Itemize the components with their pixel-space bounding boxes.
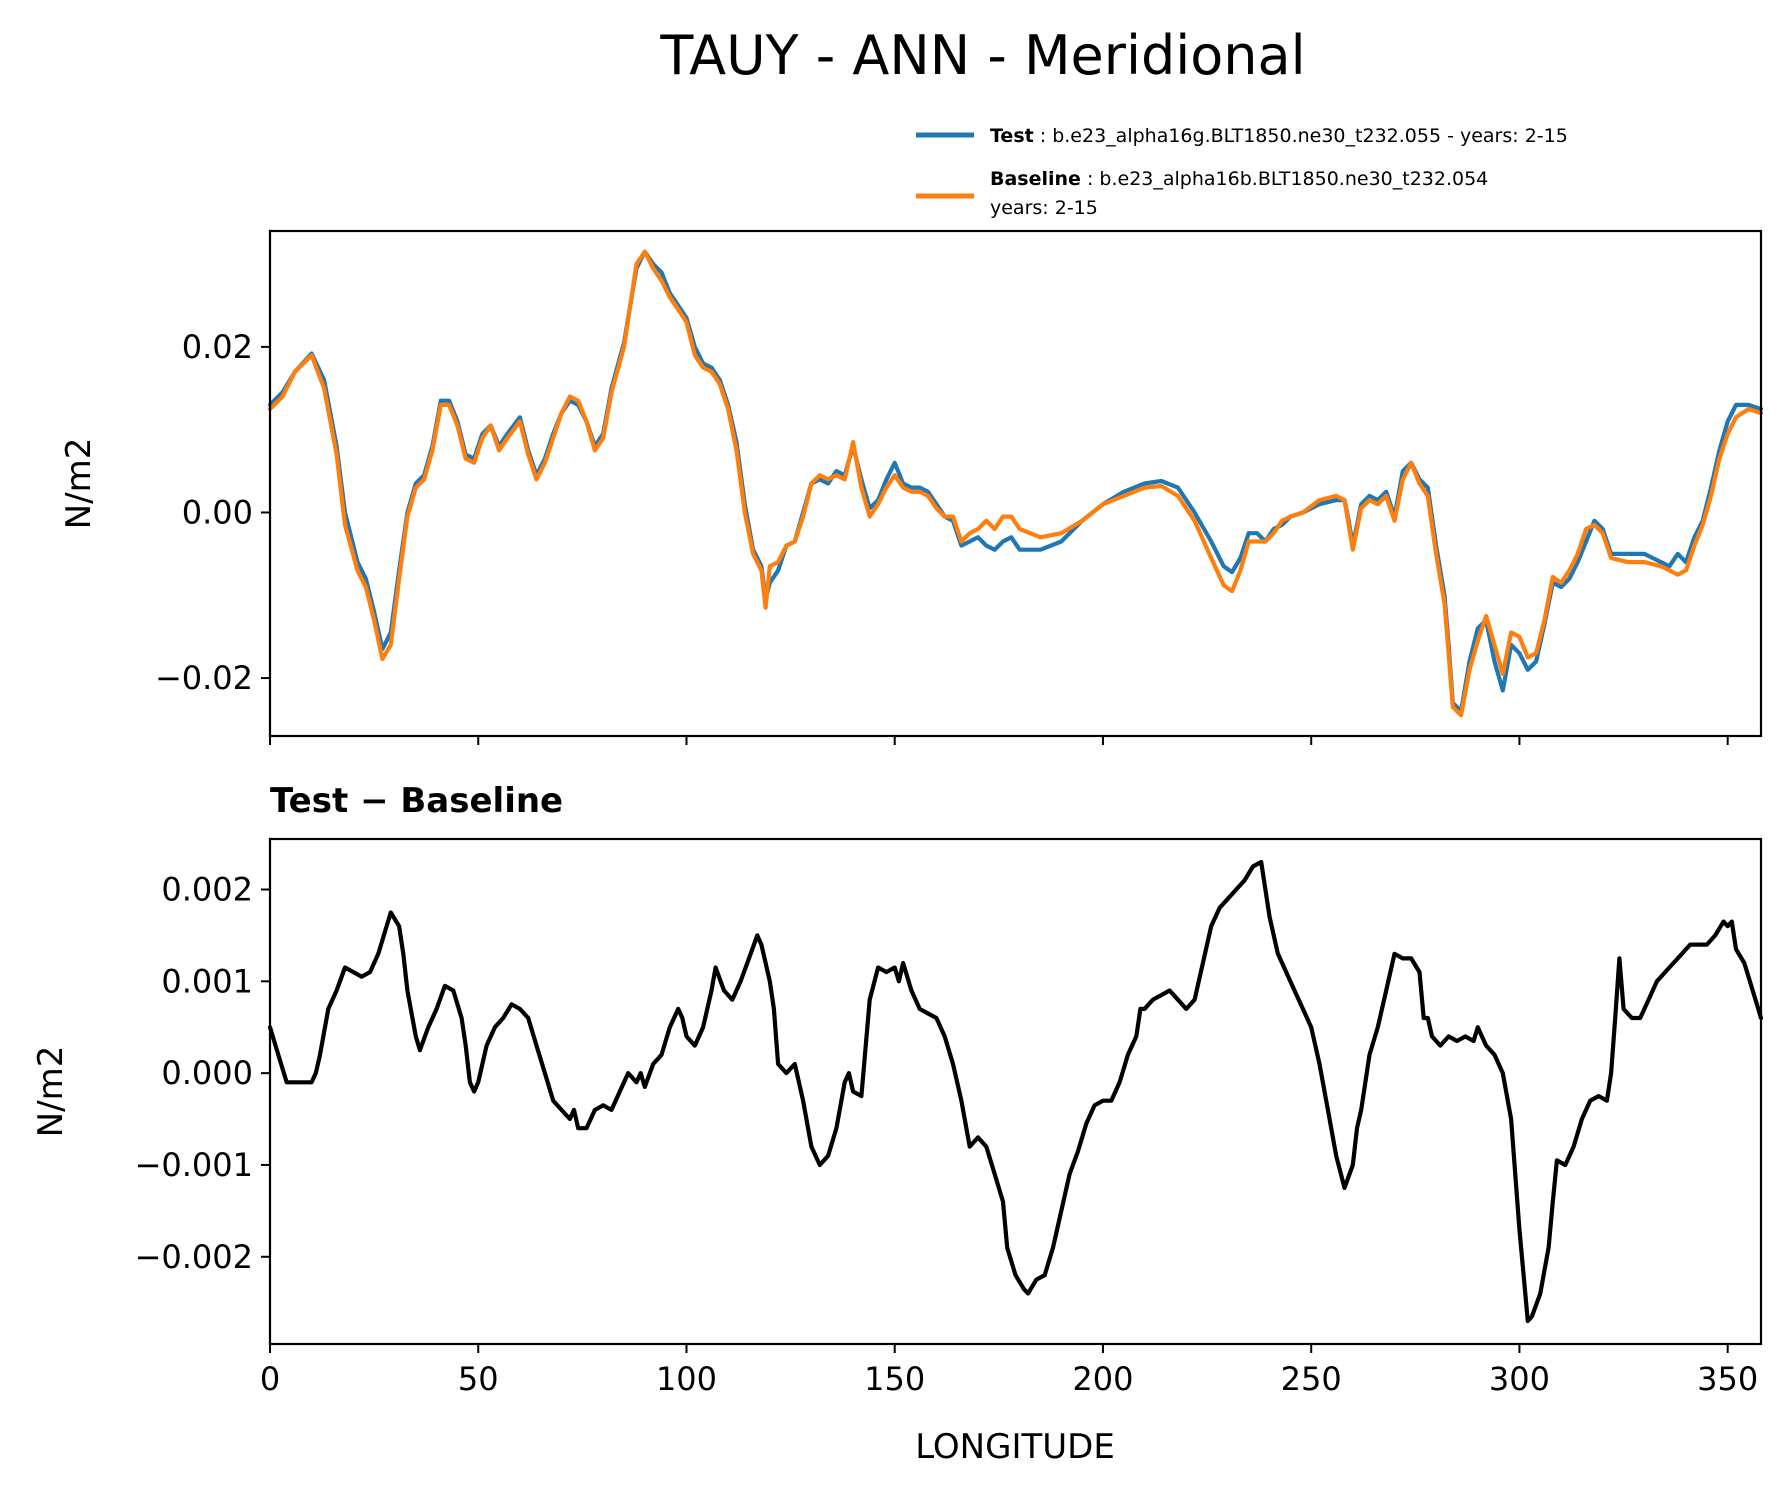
- bottom-y-tick-label: −0.002: [135, 1238, 253, 1276]
- x-tick-label: 50: [458, 1360, 499, 1398]
- top-y-tick-label: 0.00: [182, 493, 253, 531]
- bottom-x-ticks: 0 50 100 150 200 250 300 350: [260, 1344, 1758, 1398]
- top-y-ticks: −0.02 0.00 0.02: [155, 328, 270, 697]
- bottom-series-lines: [267, 859, 1764, 1324]
- top-series-line-baseline: [267, 249, 1764, 718]
- bottom-y-tick-label: 0.001: [161, 962, 253, 1000]
- bottom-y-ticks: −0.002 −0.001 0.000 0.001 0.002: [135, 871, 270, 1276]
- legend-baseline-years: years: 2-15: [990, 197, 1098, 219]
- legend-baseline-desc: b.e23_alpha16b.BLT1850.ne30_t232.054: [1099, 168, 1488, 190]
- legend-baseline-label: Baseline: [990, 168, 1081, 190]
- legend-baseline-text: Baseline : b.e23_alpha16b.BLT1850.ne30_t…: [990, 168, 1488, 190]
- bottom-y-axis-label: N/m2: [31, 1046, 71, 1138]
- x-tick-label: 250: [1281, 1360, 1342, 1398]
- x-tick-label: 350: [1697, 1360, 1758, 1398]
- bottom-y-tick-label: 0.002: [161, 871, 253, 909]
- x-tick-label: 100: [656, 1360, 717, 1398]
- bottom-series-line-test-baseline: [267, 859, 1764, 1324]
- top-series-lines: [267, 249, 1764, 718]
- x-tick-label: 0: [260, 1360, 280, 1398]
- chart-title: TAUY - ANN - Meridional: [659, 24, 1305, 87]
- x-tick-label: 200: [1072, 1360, 1133, 1398]
- top-y-tick-label: −0.02: [155, 659, 253, 697]
- legend-test-desc: b.e23_alpha16g.BLT1850.ne30_t232.055 - y…: [1052, 125, 1568, 147]
- bottom-y-tick-label: −0.001: [135, 1146, 253, 1184]
- bottom-y-tick-label: 0.000: [161, 1054, 253, 1092]
- top-y-axis-label: N/m2: [59, 438, 99, 530]
- bottom-panel-title: Test − Baseline: [270, 781, 563, 821]
- top-plot-frame: [268, 229, 1763, 738]
- x-tick-label: 300: [1489, 1360, 1550, 1398]
- legend-test-label: Test: [990, 125, 1034, 147]
- top-x-ticks: [269, 736, 1729, 745]
- x-tick-label: 150: [864, 1360, 925, 1398]
- x-axis-label: LONGITUDE: [915, 1427, 1115, 1467]
- top-panel: −0.02 0.00 0.02 N/m2: [59, 229, 1764, 745]
- legend-test-text: Test : b.e23_alpha16g.BLT1850.ne30_t232.…: [990, 125, 1568, 147]
- top-y-tick-label: 0.02: [182, 328, 253, 366]
- legend: Test : b.e23_alpha16g.BLT1850.ne30_t232.…: [916, 125, 1568, 219]
- bottom-panel: Test − Baseline −0.002 −0.001 0.000 0.001 0.…: [31, 781, 1764, 1467]
- bottom-plot-frame: [268, 837, 1763, 1346]
